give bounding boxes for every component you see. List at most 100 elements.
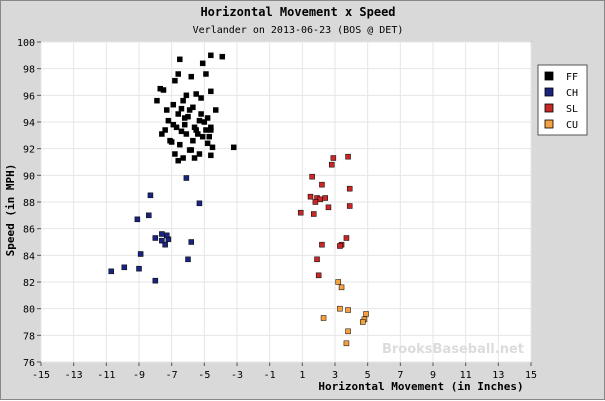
- data-point-ff: [168, 139, 175, 145]
- data-point-sl: [314, 256, 320, 263]
- x-tick-labels: -15 -13 -11 -9 -7 -5 -3 -1 1 3 5 7 9 11 13 15: [32, 370, 537, 381]
- x-tick-label: -15: [32, 370, 50, 381]
- legend-swatch-ff: [544, 71, 554, 81]
- data-point-ch: [152, 235, 159, 241]
- x-tick-label: -9: [133, 370, 145, 381]
- y-tick-label: 96: [23, 91, 35, 102]
- data-point-ff: [178, 105, 185, 112]
- x-tick-label: 15: [525, 370, 537, 381]
- data-point-ff: [183, 131, 190, 137]
- data-point-ch: [134, 216, 141, 223]
- data-point-sl: [322, 195, 328, 201]
- data-point-cu: [345, 328, 351, 335]
- data-point-ff: [204, 140, 211, 147]
- data-point-ch: [183, 175, 190, 181]
- x-tick-label: -13: [65, 370, 83, 381]
- data-point-ff: [198, 111, 204, 117]
- data-point-sl: [346, 203, 353, 209]
- x-tick-label: -3: [231, 370, 243, 381]
- legend-swatch-ch: [544, 87, 554, 97]
- data-point-ch: [162, 241, 168, 248]
- y-tick-label: 80: [23, 305, 35, 316]
- x-tick-label: 5: [365, 370, 371, 381]
- data-point-cu: [360, 319, 366, 325]
- data-point-ff: [175, 111, 181, 117]
- x-axis-label: Horizontal Movement (in Inches): [318, 380, 523, 393]
- data-point-ff: [175, 157, 181, 164]
- y-tick-label: 92: [23, 145, 35, 156]
- x-tick-label: -11: [97, 370, 115, 381]
- data-point-ff: [180, 155, 186, 161]
- x-tick-label: -5: [198, 370, 210, 381]
- x-tick-label: 9: [430, 370, 436, 381]
- data-point-ch: [164, 232, 170, 239]
- data-point-ff: [165, 117, 172, 124]
- x-tick-label: -1: [264, 370, 276, 381]
- data-point-sl: [328, 161, 335, 168]
- legend-label-ff: FF: [566, 72, 578, 83]
- data-point-ff: [172, 77, 178, 84]
- data-point-sl: [325, 204, 332, 211]
- x-tick-label: -7: [166, 370, 178, 381]
- y-tick-label: 84: [23, 251, 35, 262]
- data-point-ch: [136, 265, 142, 272]
- data-point-ch: [121, 264, 128, 271]
- data-point-ff: [177, 141, 183, 148]
- x-tick-label: 11: [460, 370, 472, 381]
- data-point-ff: [162, 127, 168, 133]
- data-point-ff: [170, 101, 177, 108]
- data-point-ff: [175, 71, 181, 77]
- data-point-sl: [343, 235, 350, 241]
- y-tick-label: 98: [23, 65, 35, 76]
- data-point-cu: [320, 315, 327, 321]
- data-point-ch: [146, 212, 152, 219]
- data-point-ff: [157, 85, 163, 92]
- chart-subtitle: Verlander on 2013-06-23 (BOS @ DET): [193, 25, 404, 36]
- data-point-ff: [230, 144, 237, 151]
- data-point-ch: [188, 239, 195, 245]
- legend: FF CH SL CU: [537, 64, 588, 136]
- data-point-ch: [147, 192, 154, 199]
- data-point-ch: [159, 231, 165, 237]
- data-point-ff: [206, 133, 212, 140]
- data-point-ff: [199, 60, 206, 67]
- data-point-sl: [337, 243, 343, 249]
- data-point-ff: [199, 133, 206, 140]
- data-point-cu: [345, 307, 351, 313]
- data-point-cu: [338, 284, 345, 291]
- y-axis-label: Speed (in MPH): [4, 164, 17, 257]
- y-tick-label: 88: [23, 198, 35, 209]
- data-point-sl: [345, 153, 351, 160]
- data-point-ff: [208, 124, 214, 131]
- data-point-ch: [185, 256, 191, 263]
- data-point-ch: [159, 237, 165, 244]
- x-tick-label: 1: [299, 370, 305, 381]
- x-tick-label: 7: [397, 370, 403, 381]
- data-point-cu: [335, 279, 342, 285]
- data-point-ff: [177, 56, 183, 63]
- data-point-ff: [159, 131, 165, 137]
- data-point-ff: [190, 137, 196, 144]
- legend-label-cu: CU: [566, 120, 578, 131]
- legend-swatch-cu: [544, 119, 554, 129]
- data-point-ch: [108, 268, 114, 275]
- data-point-ff: [213, 107, 219, 113]
- data-point-cu: [337, 305, 343, 312]
- data-point-sl: [317, 196, 324, 203]
- data-point-sl: [315, 272, 322, 279]
- data-point-sl: [346, 185, 353, 192]
- watermark: BrooksBaseball.net: [382, 342, 524, 357]
- data-point-ff: [183, 92, 190, 99]
- x-tick-label: 3: [332, 370, 338, 381]
- data-point-ff: [209, 144, 216, 151]
- data-point-ff: [201, 119, 208, 125]
- data-point-ff: [190, 104, 196, 111]
- data-point-sl: [307, 193, 314, 200]
- legend-items: FF CH SL CU: [544, 71, 578, 131]
- data-point-ff: [219, 53, 226, 60]
- data-point-ff: [188, 147, 195, 153]
- x-tick-label: 13: [492, 370, 504, 381]
- data-point-ff: [172, 151, 178, 157]
- data-point-ff: [170, 121, 177, 128]
